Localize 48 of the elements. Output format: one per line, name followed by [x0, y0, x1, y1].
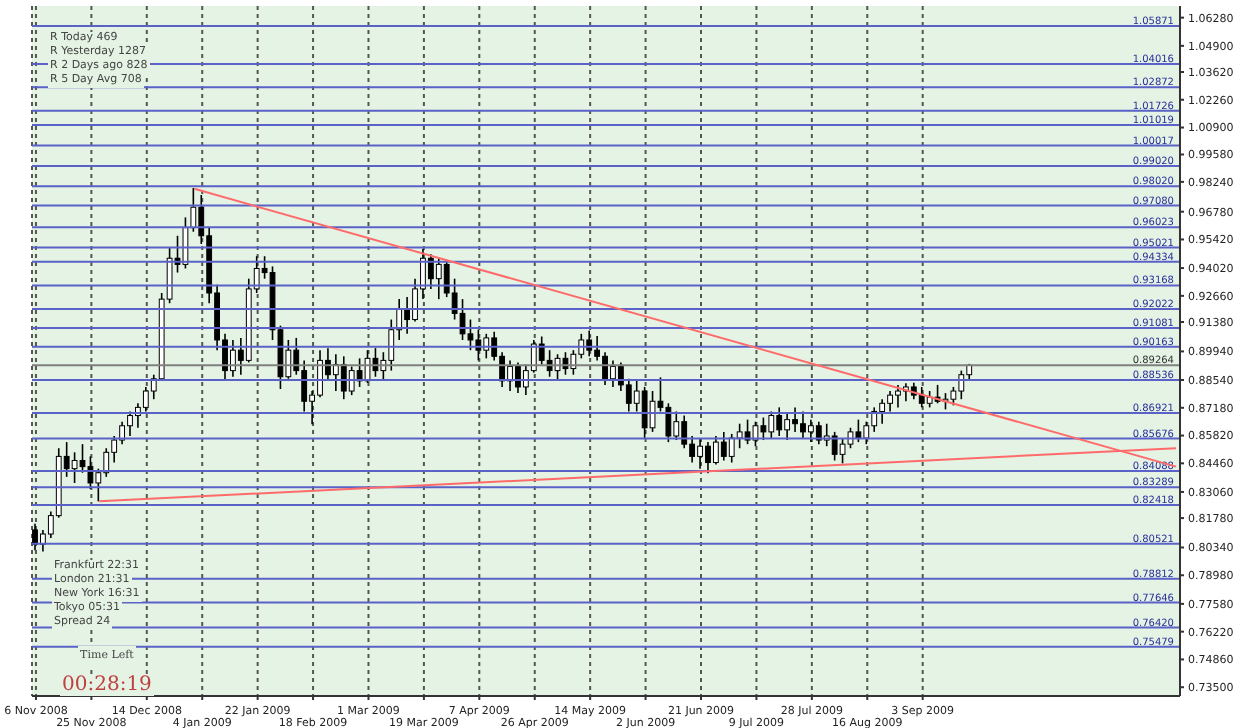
candlestick — [736, 422, 743, 450]
candlestick — [831, 431, 838, 462]
candlestick — [340, 355, 347, 401]
candlestick — [855, 418, 862, 443]
candlestick — [435, 257, 442, 300]
candlestick — [641, 386, 648, 439]
annotation: 00:28:19 — [60, 674, 154, 696]
candlestick — [879, 398, 886, 425]
candlestick — [467, 318, 474, 351]
candlestick — [142, 386, 149, 413]
candlestick — [348, 365, 355, 396]
candlestick — [538, 335, 545, 366]
candlestick — [839, 437, 846, 465]
candlestick — [459, 298, 466, 341]
candlestick — [87, 455, 94, 490]
candlestick — [483, 333, 490, 360]
candlestick — [918, 386, 925, 409]
candlestick — [807, 418, 814, 443]
candlestick — [404, 296, 411, 335]
candlestick — [895, 384, 901, 409]
candlestick — [697, 437, 703, 470]
candlestick — [427, 253, 434, 290]
candlestick — [712, 435, 719, 466]
candlestick — [388, 318, 395, 372]
candlestick — [752, 420, 759, 447]
candlestick — [728, 433, 735, 464]
candlestick — [887, 390, 893, 413]
candlestick — [103, 447, 110, 478]
candlestick — [776, 406, 783, 437]
candlestick — [665, 402, 672, 443]
candlestick — [127, 410, 133, 437]
candlestick — [792, 406, 798, 433]
candlestick — [784, 412, 791, 441]
candlestick — [705, 441, 711, 474]
candlestick — [649, 390, 656, 433]
candlestick — [610, 359, 616, 388]
candlestick — [190, 187, 197, 233]
candlestick — [71, 451, 78, 484]
candlestick — [602, 351, 608, 386]
candlestick — [515, 361, 521, 394]
candlestick — [32, 523, 38, 552]
candlestick — [768, 410, 775, 439]
candlestick — [681, 414, 688, 450]
candlestick — [800, 410, 806, 439]
candlestick — [230, 339, 236, 378]
candlestick — [554, 353, 561, 382]
candlestick — [673, 410, 680, 441]
candlestick — [720, 431, 727, 462]
